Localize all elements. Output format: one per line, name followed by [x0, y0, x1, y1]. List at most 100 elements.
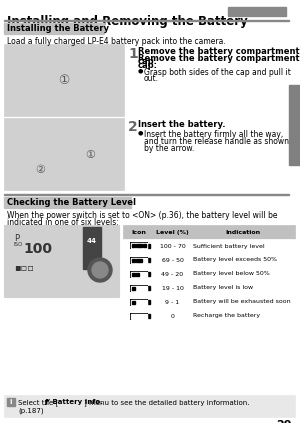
- Bar: [123, 281, 155, 295]
- Text: 2: 2: [128, 120, 138, 134]
- Text: 44: 44: [87, 238, 97, 244]
- Bar: [148, 272, 150, 276]
- Bar: [4, 395, 295, 417]
- Bar: [155, 225, 190, 239]
- Bar: [130, 313, 148, 319]
- Text: 100 - 70: 100 - 70: [160, 244, 185, 248]
- Bar: [123, 267, 155, 281]
- Bar: [83, 227, 101, 269]
- Bar: [148, 258, 150, 262]
- Text: ƒʸ Battery info.: ƒʸ Battery info.: [44, 399, 103, 405]
- Bar: [148, 314, 150, 318]
- Text: 1: 1: [128, 47, 138, 61]
- Text: and turn the release handle as shown: and turn the release handle as shown: [144, 137, 289, 146]
- Bar: [123, 225, 155, 239]
- Text: ●: ●: [138, 130, 143, 135]
- Bar: [148, 300, 150, 304]
- Text: Battery level is low: Battery level is low: [193, 286, 253, 291]
- Bar: [155, 295, 190, 309]
- Text: 69 - 50: 69 - 50: [162, 258, 183, 263]
- Text: indicated in one of six levels:: indicated in one of six levels:: [7, 218, 119, 227]
- Text: Indication: Indication: [225, 230, 260, 234]
- Text: ISO: ISO: [14, 242, 23, 247]
- Text: P: P: [14, 234, 19, 243]
- Text: 0: 0: [171, 313, 174, 319]
- Bar: [4, 194, 289, 195]
- Text: (p.187): (p.187): [18, 407, 44, 414]
- Bar: [4, 23, 104, 34]
- Bar: [132, 286, 135, 289]
- Text: Recharge the battery: Recharge the battery: [193, 313, 260, 319]
- Text: ▪▫▫: ▪▫▫: [14, 262, 34, 272]
- Bar: [190, 267, 295, 281]
- Text: by the arrow.: by the arrow.: [144, 144, 194, 153]
- Bar: [130, 256, 148, 264]
- Bar: [123, 239, 155, 253]
- Bar: [136, 272, 139, 275]
- Text: 9 - 1: 9 - 1: [165, 299, 180, 305]
- Bar: [4, 44, 124, 116]
- Bar: [190, 225, 295, 239]
- Text: ①: ①: [85, 150, 95, 160]
- Bar: [139, 244, 142, 247]
- Text: Battery level below 50%: Battery level below 50%: [193, 272, 270, 277]
- Text: ●: ●: [138, 68, 143, 73]
- Text: Installing and Removing the Battery: Installing and Removing the Battery: [7, 15, 248, 28]
- Bar: [148, 286, 150, 290]
- Circle shape: [92, 262, 108, 278]
- Bar: [155, 281, 190, 295]
- Text: Level (%): Level (%): [156, 230, 189, 234]
- Bar: [155, 267, 190, 281]
- Text: Load a fully charged LP-E4 battery pack into the camera.: Load a fully charged LP-E4 battery pack …: [7, 37, 226, 46]
- Bar: [4, 197, 131, 208]
- Bar: [132, 300, 135, 303]
- Bar: [190, 239, 295, 253]
- Text: Battery level exceeds 50%: Battery level exceeds 50%: [193, 258, 277, 263]
- Text: ] menu to see the detailed battery information.: ] menu to see the detailed battery infor…: [84, 399, 250, 406]
- Text: Insert the battery firmly all the way,: Insert the battery firmly all the way,: [144, 130, 283, 139]
- Text: Sufficient battery level: Sufficient battery level: [193, 244, 265, 248]
- Text: 29: 29: [276, 420, 292, 423]
- Bar: [228, 7, 286, 16]
- Bar: [131, 313, 147, 319]
- Text: Checking the Battery Level: Checking the Battery Level: [7, 198, 136, 207]
- Bar: [132, 258, 135, 261]
- Bar: [190, 295, 295, 309]
- Bar: [131, 258, 147, 263]
- Bar: [131, 286, 147, 291]
- Bar: [155, 239, 190, 253]
- Bar: [142, 244, 146, 247]
- Text: Select the [: Select the [: [18, 399, 58, 406]
- Bar: [123, 253, 155, 267]
- Bar: [4, 20, 289, 21]
- Bar: [155, 309, 190, 323]
- Text: 49 - 20: 49 - 20: [161, 272, 184, 277]
- Bar: [190, 309, 295, 323]
- Text: Installing the Battery: Installing the Battery: [7, 24, 109, 33]
- Text: Icon: Icon: [132, 230, 146, 234]
- Bar: [131, 299, 147, 305]
- Bar: [130, 270, 148, 277]
- Bar: [4, 225, 119, 297]
- Bar: [123, 309, 155, 323]
- Bar: [123, 295, 155, 309]
- Bar: [289, 85, 300, 165]
- Bar: [130, 285, 148, 291]
- Bar: [136, 244, 139, 247]
- Text: When the power switch is set to <ON> (p.36), the battery level will be: When the power switch is set to <ON> (p.…: [7, 211, 278, 220]
- Text: ②: ②: [35, 165, 45, 175]
- Bar: [136, 258, 139, 261]
- Bar: [155, 253, 190, 267]
- Bar: [131, 272, 147, 277]
- Bar: [4, 118, 124, 190]
- Circle shape: [88, 258, 112, 282]
- Text: i: i: [10, 399, 12, 405]
- Text: ①: ①: [58, 74, 70, 86]
- Text: Remove the battery compartment: Remove the battery compartment: [138, 54, 300, 63]
- Bar: [190, 281, 295, 295]
- Bar: [130, 242, 148, 250]
- Bar: [139, 258, 142, 261]
- Bar: [132, 244, 135, 247]
- Bar: [7, 398, 15, 406]
- Text: 100: 100: [23, 242, 52, 256]
